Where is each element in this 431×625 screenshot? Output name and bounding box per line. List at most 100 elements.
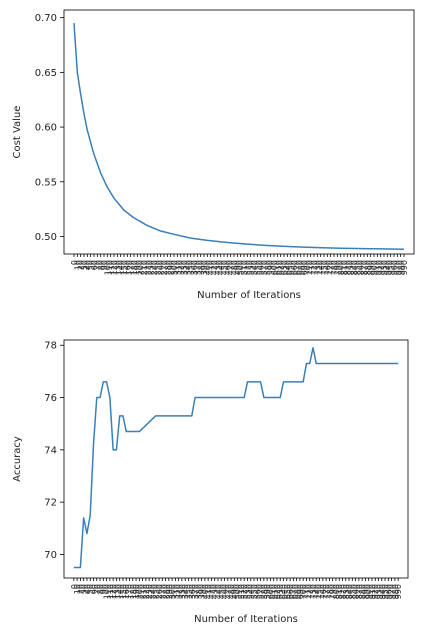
x-tick-label: 40 (83, 260, 92, 270)
x-tick-label: 650 (287, 260, 296, 275)
x-tick-label: 810 (340, 260, 349, 275)
x-tick-label: 190 (132, 584, 141, 599)
x-tick-label: 410 (207, 260, 216, 275)
x-tick-label: 700 (303, 260, 312, 275)
y-axis-title: Cost Value (12, 106, 23, 159)
x-tick-label: 380 (197, 260, 206, 275)
x-tick-label: 560 (253, 584, 262, 599)
x-tick-label: 870 (360, 260, 369, 275)
x-tick-label: 610 (273, 260, 282, 275)
x-tick-label: 470 (224, 584, 233, 599)
x-tick-label: 130 (113, 260, 122, 275)
x-tick-label: 350 (187, 260, 196, 275)
x-tick-label: 830 (342, 584, 351, 599)
x-tick-label: 440 (214, 584, 223, 599)
y-axis-title: Accuracy (12, 436, 23, 482)
x-tick-label: 490 (230, 584, 239, 599)
x-tick-label: 810 (335, 584, 344, 599)
x-tick-label: 970 (388, 584, 397, 599)
x-tick-label: 890 (367, 260, 376, 275)
x-tick-label: 340 (183, 260, 192, 275)
x-tick-label: 530 (247, 260, 256, 275)
x-tick-label: 450 (220, 260, 229, 275)
x-tick-label: 290 (165, 584, 174, 599)
x-tick-label: 20 (76, 584, 85, 594)
x-tick-label: 150 (119, 584, 128, 599)
x-tick-label: 120 (110, 260, 119, 275)
x-tick-label: 280 (163, 260, 172, 275)
x-tick-label: 990 (394, 584, 403, 599)
x-tick-label: 200 (137, 260, 146, 275)
x-tick-label: 750 (316, 584, 325, 599)
x-tick-label: 90 (99, 584, 108, 594)
x-tick-label: 280 (162, 584, 171, 599)
x-tick-label: 140 (117, 260, 126, 275)
x-tick-label: 630 (276, 584, 285, 599)
x-tick-label: 90 (100, 260, 109, 270)
x-tick-label: 140 (116, 584, 125, 599)
x-tick-label: 850 (348, 584, 357, 599)
x-tick-label: 840 (345, 584, 354, 599)
x-tick-label: 950 (381, 584, 390, 599)
x-tick-label: 250 (152, 584, 161, 599)
x-tick-label: 480 (230, 260, 239, 275)
x-tick-label: 580 (263, 260, 272, 275)
x-tick-label: 710 (302, 584, 311, 599)
x-tick-label: 160 (123, 260, 132, 275)
x-tick-label: 900 (365, 584, 374, 599)
x-tick-label: 0 (70, 260, 79, 265)
x-tick-label: 780 (330, 260, 339, 275)
x-tick-label: 440 (217, 260, 226, 275)
y-tick-label: 0.55 (35, 177, 57, 188)
x-tick-label: 260 (155, 584, 164, 599)
y-tick-label: 72 (44, 498, 57, 509)
x-tick-label: 740 (312, 584, 321, 599)
x-tick-label: 110 (107, 260, 116, 275)
x-tick-label: 380 (194, 584, 203, 599)
x-tick-label: 880 (363, 260, 372, 275)
x-tick-label: 460 (221, 584, 230, 599)
x-tick-label: 660 (286, 584, 295, 599)
x-tick-label: 100 (103, 584, 112, 599)
x-tick-label: 430 (213, 260, 222, 275)
x-tick-label: 690 (300, 260, 309, 275)
x-tick-label: 210 (139, 584, 148, 599)
x-tick-label: 230 (147, 260, 156, 275)
x-tick-label: 360 (190, 260, 199, 275)
x-tick-label: 690 (296, 584, 305, 599)
x-tick-label: 600 (270, 260, 279, 275)
x-tick-label: 910 (368, 584, 377, 599)
x-tick-label: 150 (120, 260, 129, 275)
x-tick-label: 340 (181, 584, 190, 599)
x-tick-label: 570 (257, 584, 266, 599)
series-line (73, 23, 405, 250)
x-tick-label: 730 (313, 260, 322, 275)
x-tick-label: 630 (280, 260, 289, 275)
x-tick-label: 220 (142, 584, 151, 599)
x-tick-label: 850 (353, 260, 362, 275)
x-tick-label: 880 (358, 584, 367, 599)
x-tick-label: 410 (204, 584, 213, 599)
x-tick-label: 220 (143, 260, 152, 275)
x-tick-label: 780 (325, 584, 334, 599)
x-tick-label: 10 (73, 584, 82, 594)
x-tick-label: 30 (80, 584, 89, 594)
x-tick-label: 550 (250, 584, 259, 599)
y-tick-label: 70 (44, 550, 57, 561)
x-tick-label: 300 (168, 584, 177, 599)
x-tick-label: 10 (73, 260, 82, 270)
x-tick-label: 670 (289, 584, 298, 599)
series-line (73, 347, 399, 569)
y-tick-label: 74 (44, 445, 57, 456)
x-tick-label: 480 (227, 584, 236, 599)
x-tick-label: 30 (80, 260, 89, 270)
x-tick-label: 490 (233, 260, 242, 275)
x-tick-label: 750 (320, 260, 329, 275)
plot-frame (63, 9, 415, 255)
x-tick-label: 0 (70, 584, 79, 589)
y-tick-label: 0.65 (35, 68, 57, 79)
x-tick-label: 20 (77, 260, 86, 270)
x-tick-label: 330 (180, 260, 189, 275)
x-tick-label: 300 (170, 260, 179, 275)
